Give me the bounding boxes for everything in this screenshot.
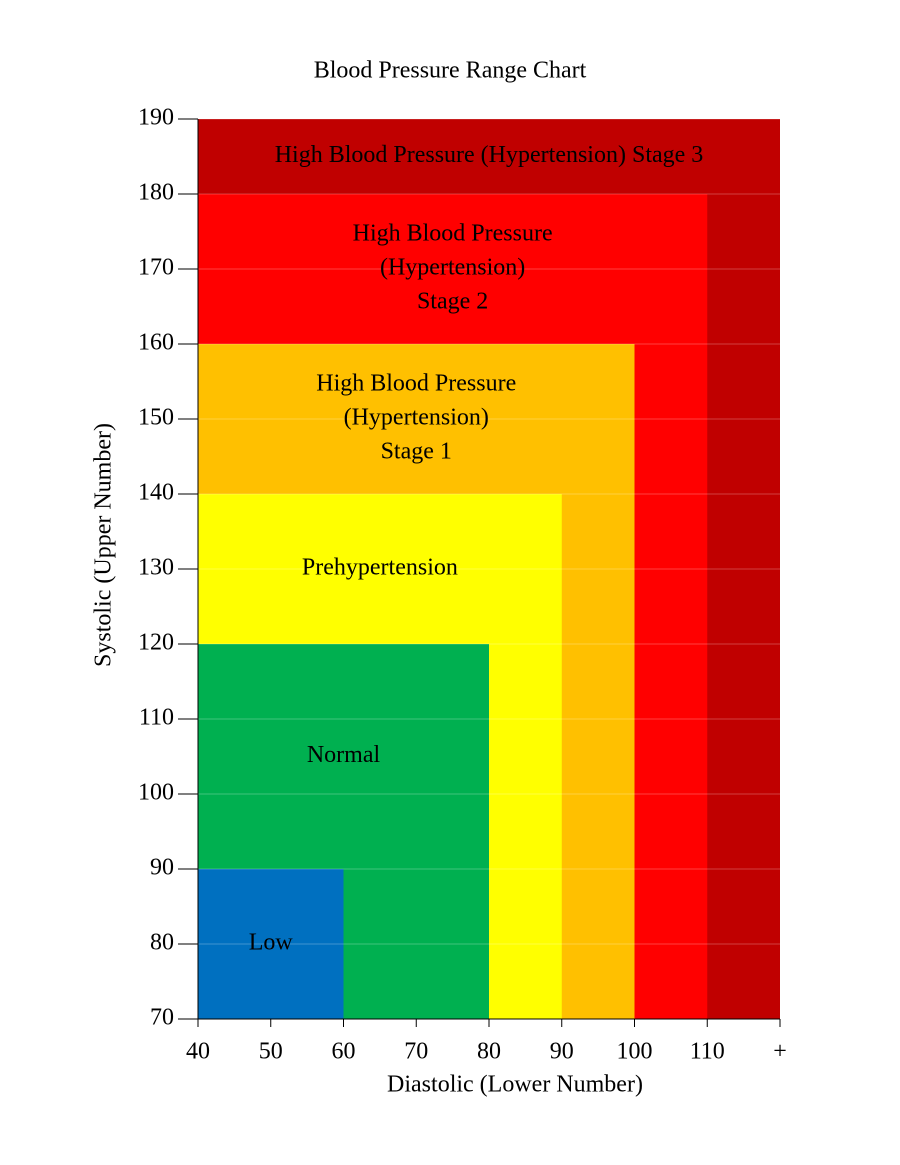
y-tick-label: 110 bbox=[139, 705, 174, 731]
x-axis-label: Diastolic (Lower Number) bbox=[387, 1072, 643, 1098]
x-tick-label: 60 bbox=[332, 1039, 356, 1065]
x-tick-label: 50 bbox=[259, 1039, 283, 1065]
y-tick-label: 80 bbox=[150, 930, 174, 956]
region-label: (Hypertension) bbox=[380, 255, 525, 281]
x-tick-label: 80 bbox=[477, 1039, 501, 1065]
x-tick-label: 40 bbox=[186, 1039, 210, 1065]
region-label: Stage 2 bbox=[417, 289, 488, 315]
x-tick-label: 110 bbox=[690, 1039, 725, 1065]
region-label: High Blood Pressure (Hypertension) Stage… bbox=[275, 142, 704, 168]
x-tick-label: + bbox=[773, 1039, 787, 1065]
x-tick-label: 100 bbox=[617, 1039, 653, 1065]
x-tick-label: 90 bbox=[550, 1039, 574, 1065]
y-tick-label: 90 bbox=[150, 855, 174, 881]
y-tick-label: 170 bbox=[138, 255, 174, 281]
region-label: High Blood Pressure bbox=[353, 221, 553, 247]
y-tick-label: 160 bbox=[138, 330, 174, 356]
y-tick-label: 70 bbox=[150, 1005, 174, 1031]
chart-title: Blood Pressure Range Chart bbox=[314, 58, 587, 84]
range-region bbox=[198, 869, 344, 1019]
x-tick-label: 70 bbox=[404, 1039, 428, 1065]
region-label: Prehypertension bbox=[302, 555, 458, 581]
y-tick-label: 120 bbox=[138, 630, 174, 656]
region-label: Normal bbox=[307, 742, 381, 768]
y-tick-label: 100 bbox=[138, 780, 174, 806]
y-tick-label: 190 bbox=[138, 105, 174, 131]
y-axis-label: Systolic (Upper Number) bbox=[91, 423, 117, 667]
y-tick-label: 140 bbox=[138, 480, 174, 506]
y-tick-label: 180 bbox=[138, 180, 174, 206]
region-label: Low bbox=[249, 930, 294, 956]
region-label: Stage 1 bbox=[381, 439, 452, 465]
y-tick-label: 150 bbox=[138, 405, 174, 431]
region-label: High Blood Pressure bbox=[316, 371, 516, 397]
region-label: (Hypertension) bbox=[344, 405, 489, 431]
y-tick-label: 130 bbox=[138, 555, 174, 581]
